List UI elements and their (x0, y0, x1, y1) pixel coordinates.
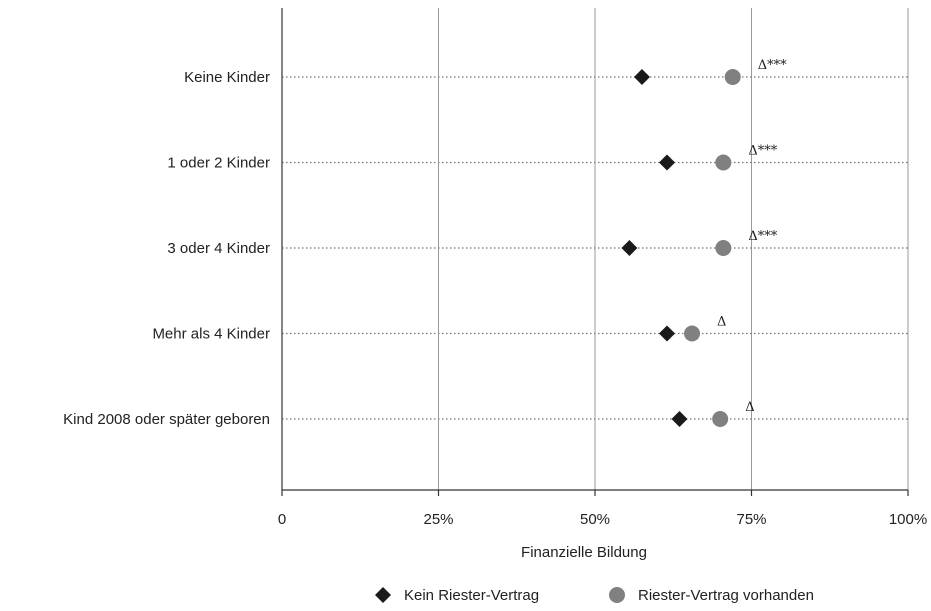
diamond-point (633, 69, 650, 85)
x-axis-label: Finanzielle Bildung (521, 544, 647, 561)
category-label: 3 oder 4 Kinder (167, 240, 270, 257)
legend-diamond-marker (375, 587, 391, 603)
grid-layer (438, 8, 909, 490)
significance-annotation: Δ*** (758, 58, 787, 73)
legend-label-riester-vorhanden: Riester-Vertrag vorhanden (638, 587, 814, 604)
circle-point (715, 240, 732, 256)
circle-point (684, 325, 701, 342)
significance-annotation: Δ*** (748, 144, 777, 159)
circle-point (724, 69, 741, 85)
diamond-point (658, 154, 675, 171)
x-tick-label: 25% (423, 511, 453, 528)
x-tick-label: 100% (889, 511, 927, 528)
diamond-point (671, 411, 688, 427)
annotations: Δ*** Δ*** Δ*** Δ Δ (717, 58, 787, 415)
category-label: Kind 2008 oder später geboren (63, 411, 270, 428)
legend: Kein Riester-Vertrag Riester-Vertrag vor… (375, 587, 814, 604)
category-label: Mehr als 4 Kinder (152, 326, 270, 343)
circle-point (712, 411, 729, 427)
category-label: 1 oder 2 Kinder (167, 155, 270, 172)
legend-circle-marker (609, 587, 625, 603)
significance-annotation: Δ (717, 315, 726, 330)
circle-point (715, 154, 732, 171)
diamond-point (658, 325, 675, 342)
diamond-point (621, 240, 638, 256)
x-tick-label: 75% (736, 511, 766, 528)
legend-label-kein-riester: Kein Riester-Vertrag (404, 587, 539, 604)
category-labels: Keine Kinder 1 oder 2 Kinder 3 oder 4 Kind… (63, 69, 270, 428)
data-marks (621, 69, 741, 427)
significance-annotation: Δ (745, 400, 754, 415)
significance-annotation: Δ*** (748, 229, 777, 244)
x-tick-label: 0 (278, 511, 286, 528)
tick-layer: 0 25% 50% 75% 100% (278, 490, 927, 528)
guide-layer (282, 76, 908, 420)
category-label: Keine Kinder (184, 69, 270, 86)
x-tick-label: 50% (580, 511, 610, 528)
